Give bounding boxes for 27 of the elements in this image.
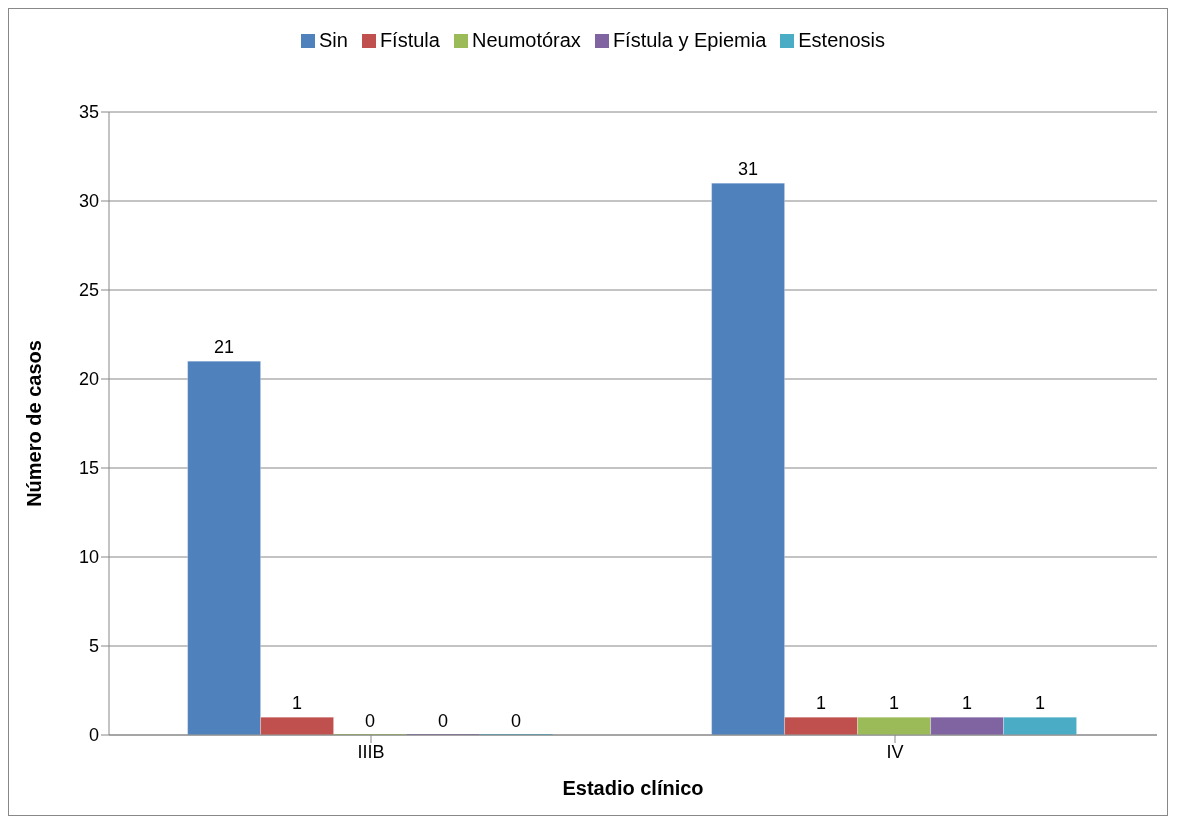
legend-label: Sin bbox=[319, 29, 348, 52]
data-label: 1 bbox=[292, 693, 303, 714]
data-label: 0 bbox=[438, 711, 449, 731]
data-label: 31 bbox=[738, 159, 759, 180]
data-label: 0 bbox=[511, 711, 522, 731]
y-tick-label: 25 bbox=[78, 280, 99, 301]
y-tick-label: 20 bbox=[78, 369, 99, 390]
y-tick-label: 30 bbox=[78, 191, 99, 212]
data-label: 1 bbox=[1035, 693, 1046, 714]
y-tick-label: 0 bbox=[88, 725, 99, 746]
data-label: 0 bbox=[365, 711, 376, 731]
x-axis-title: Estadio clínico bbox=[562, 777, 704, 799]
y-tick-label: 35 bbox=[78, 102, 99, 123]
legend-label: Fístula bbox=[379, 29, 440, 52]
data-label: 1 bbox=[889, 693, 900, 714]
x-tick-label: IV bbox=[886, 741, 904, 762]
legend-label: Estenosis bbox=[798, 29, 885, 52]
y-axis-title: Número de casos bbox=[23, 340, 46, 507]
data-label: 1 bbox=[816, 693, 827, 714]
y-tick-label: 5 bbox=[88, 636, 99, 657]
y-tick-label: 10 bbox=[78, 547, 99, 568]
data-label: 21 bbox=[214, 337, 235, 358]
legend-label: Neumotórax bbox=[471, 29, 581, 52]
x-tick-label: IIIB bbox=[357, 741, 385, 762]
y-tick-label: 15 bbox=[78, 458, 99, 479]
data-label: 1 bbox=[962, 693, 973, 714]
legend-label: Fístula y Epiemia bbox=[612, 29, 767, 52]
